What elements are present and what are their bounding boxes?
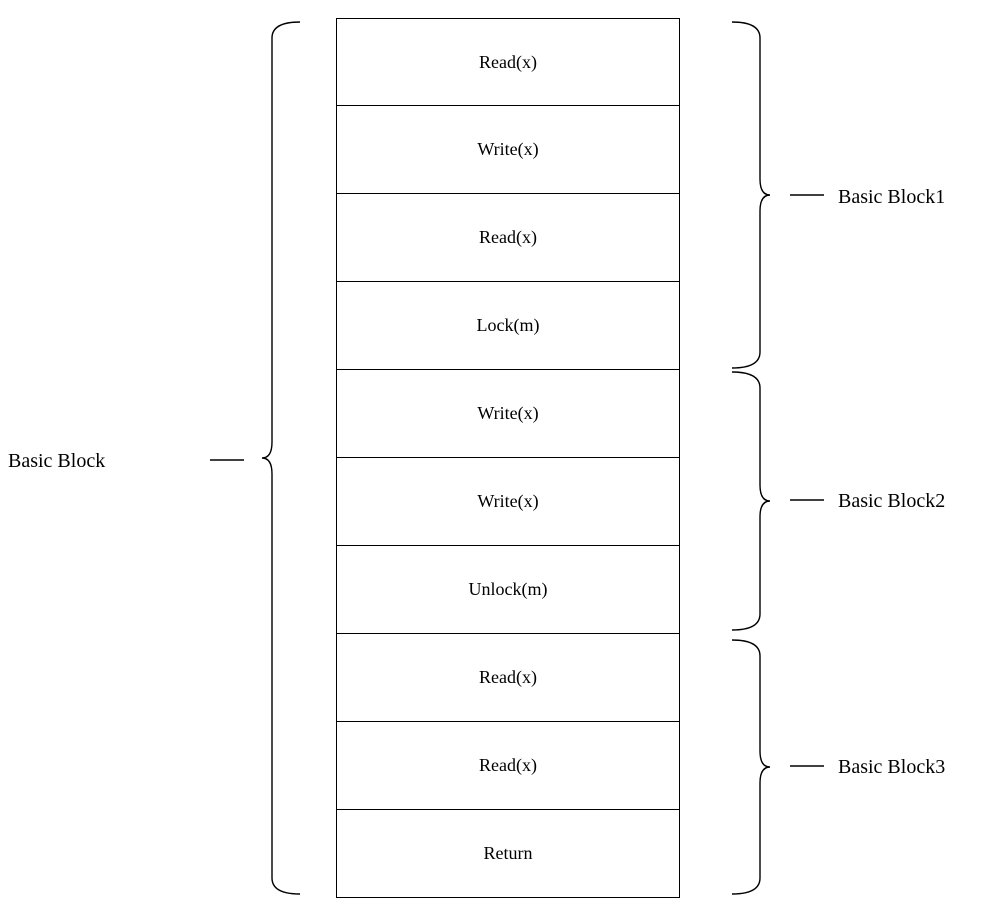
braces-overlay (0, 0, 1000, 924)
